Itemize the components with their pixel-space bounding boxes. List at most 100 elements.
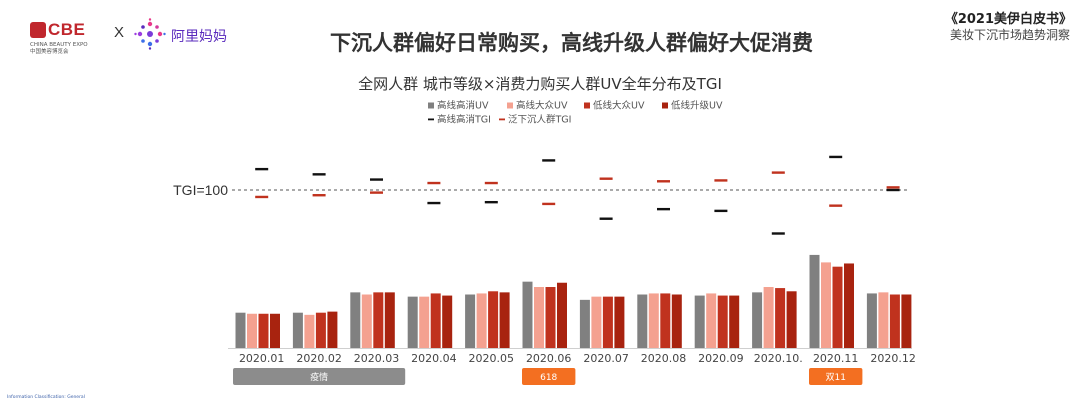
tgi-marker-2020.09-l2 bbox=[714, 179, 728, 182]
event-band-label: 618 bbox=[540, 373, 557, 383]
tgi-marker-2020.07-l2 bbox=[599, 177, 613, 180]
bar-2020.10.-s2 bbox=[763, 287, 774, 348]
tgi-marker-2020.03-l1 bbox=[370, 178, 383, 181]
report-subtitle: 美妆下沉市场趋势洞察 bbox=[949, 28, 1070, 42]
legend-label: 低线升级UV bbox=[671, 100, 723, 112]
bar-2020.12-s4 bbox=[901, 294, 912, 348]
bar-2020.12-s1 bbox=[866, 293, 877, 348]
bar-2020.04-s4 bbox=[442, 295, 453, 348]
bar-2020.09-s1 bbox=[694, 295, 705, 348]
tgi-marker-2020.02-l1 bbox=[312, 173, 326, 176]
tgi-marker-2020.05-l2 bbox=[484, 181, 498, 185]
legend-item: 高线高消TGI bbox=[428, 114, 491, 126]
tgi-marker-2020.01-l2 bbox=[255, 195, 269, 199]
tgi-marker-2020.09-l1 bbox=[714, 209, 728, 213]
bar-2020.05-s1 bbox=[465, 294, 476, 348]
bar-2020.08-s3 bbox=[660, 293, 671, 348]
bar-2020.07-s1 bbox=[579, 299, 590, 348]
footer-classification: Information Classification: General bbox=[7, 395, 85, 400]
x-tick-label: 2020.05 bbox=[469, 352, 515, 365]
bar-2020.08-s4 bbox=[671, 294, 682, 348]
bar-series-group bbox=[235, 254, 912, 348]
tgi-marker-2020.03-l2 bbox=[370, 191, 383, 194]
tgi-marker-2020.07-l1 bbox=[599, 217, 613, 220]
bar-2020.11-s3 bbox=[832, 266, 843, 348]
alimama-logo-text: 阿里妈妈 bbox=[171, 29, 227, 45]
bar-2020.06-s4 bbox=[557, 282, 567, 348]
legend-item: 低线升级UV bbox=[662, 100, 723, 112]
bar-2020.03-s4 bbox=[384, 292, 395, 348]
tgi-markers-group bbox=[255, 155, 900, 235]
tgi-marker-2020.04-l2 bbox=[427, 181, 441, 185]
bar-2020.09-s4 bbox=[729, 295, 740, 348]
x-tick-label: 2020.02 bbox=[296, 352, 342, 365]
tgi-marker-2020.11-l2 bbox=[829, 204, 843, 207]
chart-legend: 高线高消UV 高线大众UV 低线大众UV 低线升级UV 高线高消TGI 泛下沉人群TGI bbox=[428, 100, 723, 126]
cbe-logo-sub-cn: 中国美容博览会 bbox=[30, 48, 69, 55]
bar-2020.05-s3 bbox=[488, 291, 499, 348]
legend-line-swatch bbox=[428, 118, 434, 121]
cbe-logo-mark-icon bbox=[30, 22, 46, 38]
legend-item: 泛下沉人群TGI bbox=[499, 114, 571, 126]
event-band-label: 疫情 bbox=[310, 371, 328, 383]
legend-label: 高线高消TGI bbox=[437, 114, 491, 126]
x-axis-ticks: 2020.01 2020.02 2020.03 2020.04 2020.05 2020.… bbox=[239, 352, 916, 365]
bar-2020.07-s2 bbox=[591, 296, 602, 348]
bar-2020.08-s1 bbox=[637, 294, 648, 348]
x-tick-label: 2020.10. bbox=[754, 352, 803, 365]
event-bands: 疫情 618 双11 bbox=[233, 368, 863, 385]
tgi-marker-2020.12-l2 bbox=[886, 186, 900, 189]
legend-label: 高线大众UV bbox=[516, 100, 568, 112]
legend-line-swatch bbox=[499, 118, 505, 121]
cbe-logo: CBE CHINA BEAUTY EXPO 中国美容博览会 bbox=[30, 20, 108, 56]
x-tick-label: 2020.12 bbox=[870, 352, 916, 365]
x-tick-label: 2020.01 bbox=[239, 352, 285, 365]
tgi-reference-label: TGI=100 bbox=[173, 182, 228, 198]
bar-2020.11-s4 bbox=[844, 263, 854, 348]
tgi-marker-2020.04-l1 bbox=[427, 201, 441, 205]
legend-swatch bbox=[662, 102, 668, 109]
bar-2020.04-s1 bbox=[407, 296, 418, 348]
x-tick-label: 2020.11 bbox=[813, 352, 859, 365]
bar-2020.02-s3 bbox=[315, 312, 326, 348]
legend-item: 高线高消UV bbox=[428, 100, 489, 112]
legend-item: 高线大众UV bbox=[507, 100, 568, 112]
legend-label: 低线大众UV bbox=[593, 100, 645, 112]
tgi-marker-2020.06-l2 bbox=[542, 202, 556, 206]
legend-label: 泛下沉人群TGI bbox=[508, 114, 571, 126]
x-tick-label: 2020.09 bbox=[698, 352, 744, 365]
cbe-logo-subtext: CHINA BEAUTY EXPO 中国美容博览会 bbox=[30, 42, 88, 55]
bar-2020.10.-s3 bbox=[775, 288, 786, 348]
tgi-marker-2020.08-l2 bbox=[657, 180, 670, 183]
bar-2020.08-s2 bbox=[648, 293, 659, 348]
tgi-marker-2020.12-l1 bbox=[886, 188, 900, 192]
bar-2020.10.-s4 bbox=[786, 291, 797, 348]
bar-2020.12-s2 bbox=[878, 292, 889, 348]
tgi-marker-2020.02-l2 bbox=[312, 194, 326, 197]
tgi-marker-2020.08-l1 bbox=[657, 207, 670, 211]
legend-label: 高线高消UV bbox=[437, 100, 489, 112]
bar-2020.03-s1 bbox=[350, 292, 361, 348]
chart-title: 全网人群 城市等级×消费力购买人群UV全年分布及TGI bbox=[358, 75, 722, 93]
bar-2020.09-s2 bbox=[706, 293, 717, 348]
bar-2020.11-s2 bbox=[821, 262, 831, 348]
tgi-marker-2020.11-l1 bbox=[829, 155, 843, 159]
legend-swatch bbox=[507, 102, 513, 109]
cbe-logo-sub-en: CHINA BEAUTY EXPO bbox=[30, 42, 88, 48]
bar-2020.07-s4 bbox=[614, 296, 625, 348]
legend-item: 低线大众UV bbox=[584, 100, 645, 112]
bar-2020.05-s4 bbox=[499, 292, 510, 348]
tgi-marker-2020.10.-l1 bbox=[771, 232, 785, 235]
bar-2020.07-s3 bbox=[602, 296, 613, 348]
x-tick-label: 2020.07 bbox=[583, 352, 629, 365]
legend-swatch bbox=[584, 102, 590, 109]
bar-2020.01-s1 bbox=[235, 312, 246, 348]
bar-2020.02-s1 bbox=[292, 312, 303, 348]
logo-separator: X bbox=[114, 24, 125, 41]
x-tick-label: 2020.06 bbox=[526, 352, 572, 365]
event-band-1 bbox=[233, 368, 406, 385]
bar-2020.06-s2 bbox=[534, 287, 544, 348]
bar-2020.11-s1 bbox=[809, 254, 820, 348]
bar-2020.04-s3 bbox=[430, 293, 441, 348]
